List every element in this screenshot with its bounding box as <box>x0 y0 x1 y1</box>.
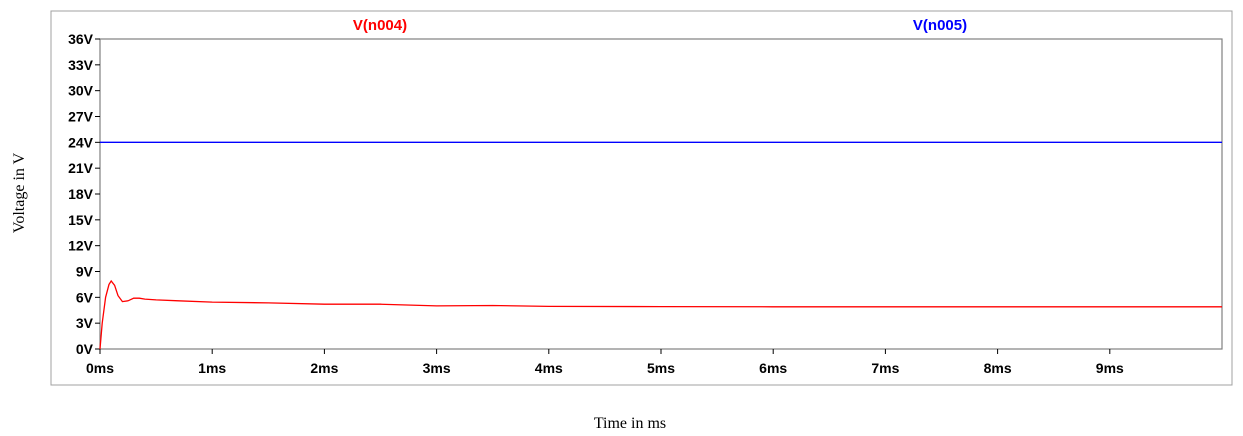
y-tick-label: 3V <box>76 315 94 331</box>
plot-area <box>99 38 1223 350</box>
y-tick-label: 21V <box>68 160 94 176</box>
series-line <box>99 279 1222 350</box>
x-tick-label: 7ms <box>871 360 899 376</box>
x-tick-label: 6ms <box>759 360 787 376</box>
legend-label: V(n005) <box>913 17 967 34</box>
x-axis-ticks: 0ms 1ms 2ms 3ms 4ms 5ms 6ms 7ms 8ms 9ms <box>86 349 1124 376</box>
x-tick-label: 8ms <box>984 360 1012 376</box>
y-tick-label: 24V <box>68 134 94 150</box>
y-tick-label: 0V <box>76 341 94 357</box>
x-axis-title: Time in ms <box>594 415 666 432</box>
x-tick-label: 2ms <box>310 360 338 376</box>
y-axis-ticks: 0V 3V 6V 9V 12V 15V 18V 21V 24V 27V 30V 33V 36V <box>68 31 100 357</box>
x-tick-label: 9ms <box>1096 360 1124 376</box>
y-tick-label: 33V <box>68 57 94 73</box>
x-tick-label: 0ms <box>86 360 114 376</box>
y-tick-label: 27V <box>68 109 94 125</box>
y-tick-label: 6V <box>76 289 94 305</box>
y-tick-label: 12V <box>68 238 94 254</box>
y-axis-title: Voltage in V <box>11 152 28 233</box>
y-tick-label: 36V <box>68 31 94 47</box>
x-tick-label: 4ms <box>535 360 563 376</box>
legend: V(n004) V(n005) <box>353 17 967 34</box>
x-tick-label: 1ms <box>198 360 226 376</box>
y-tick-label: 15V <box>68 212 94 228</box>
legend-label: V(n004) <box>353 17 407 34</box>
y-tick-label: 18V <box>68 186 94 202</box>
y-tick-label: 9V <box>76 264 94 280</box>
series-lines <box>99 141 1222 350</box>
y-tick-label: 30V <box>68 83 94 99</box>
x-tick-label: 5ms <box>647 360 675 376</box>
x-tick-label: 3ms <box>423 360 451 376</box>
